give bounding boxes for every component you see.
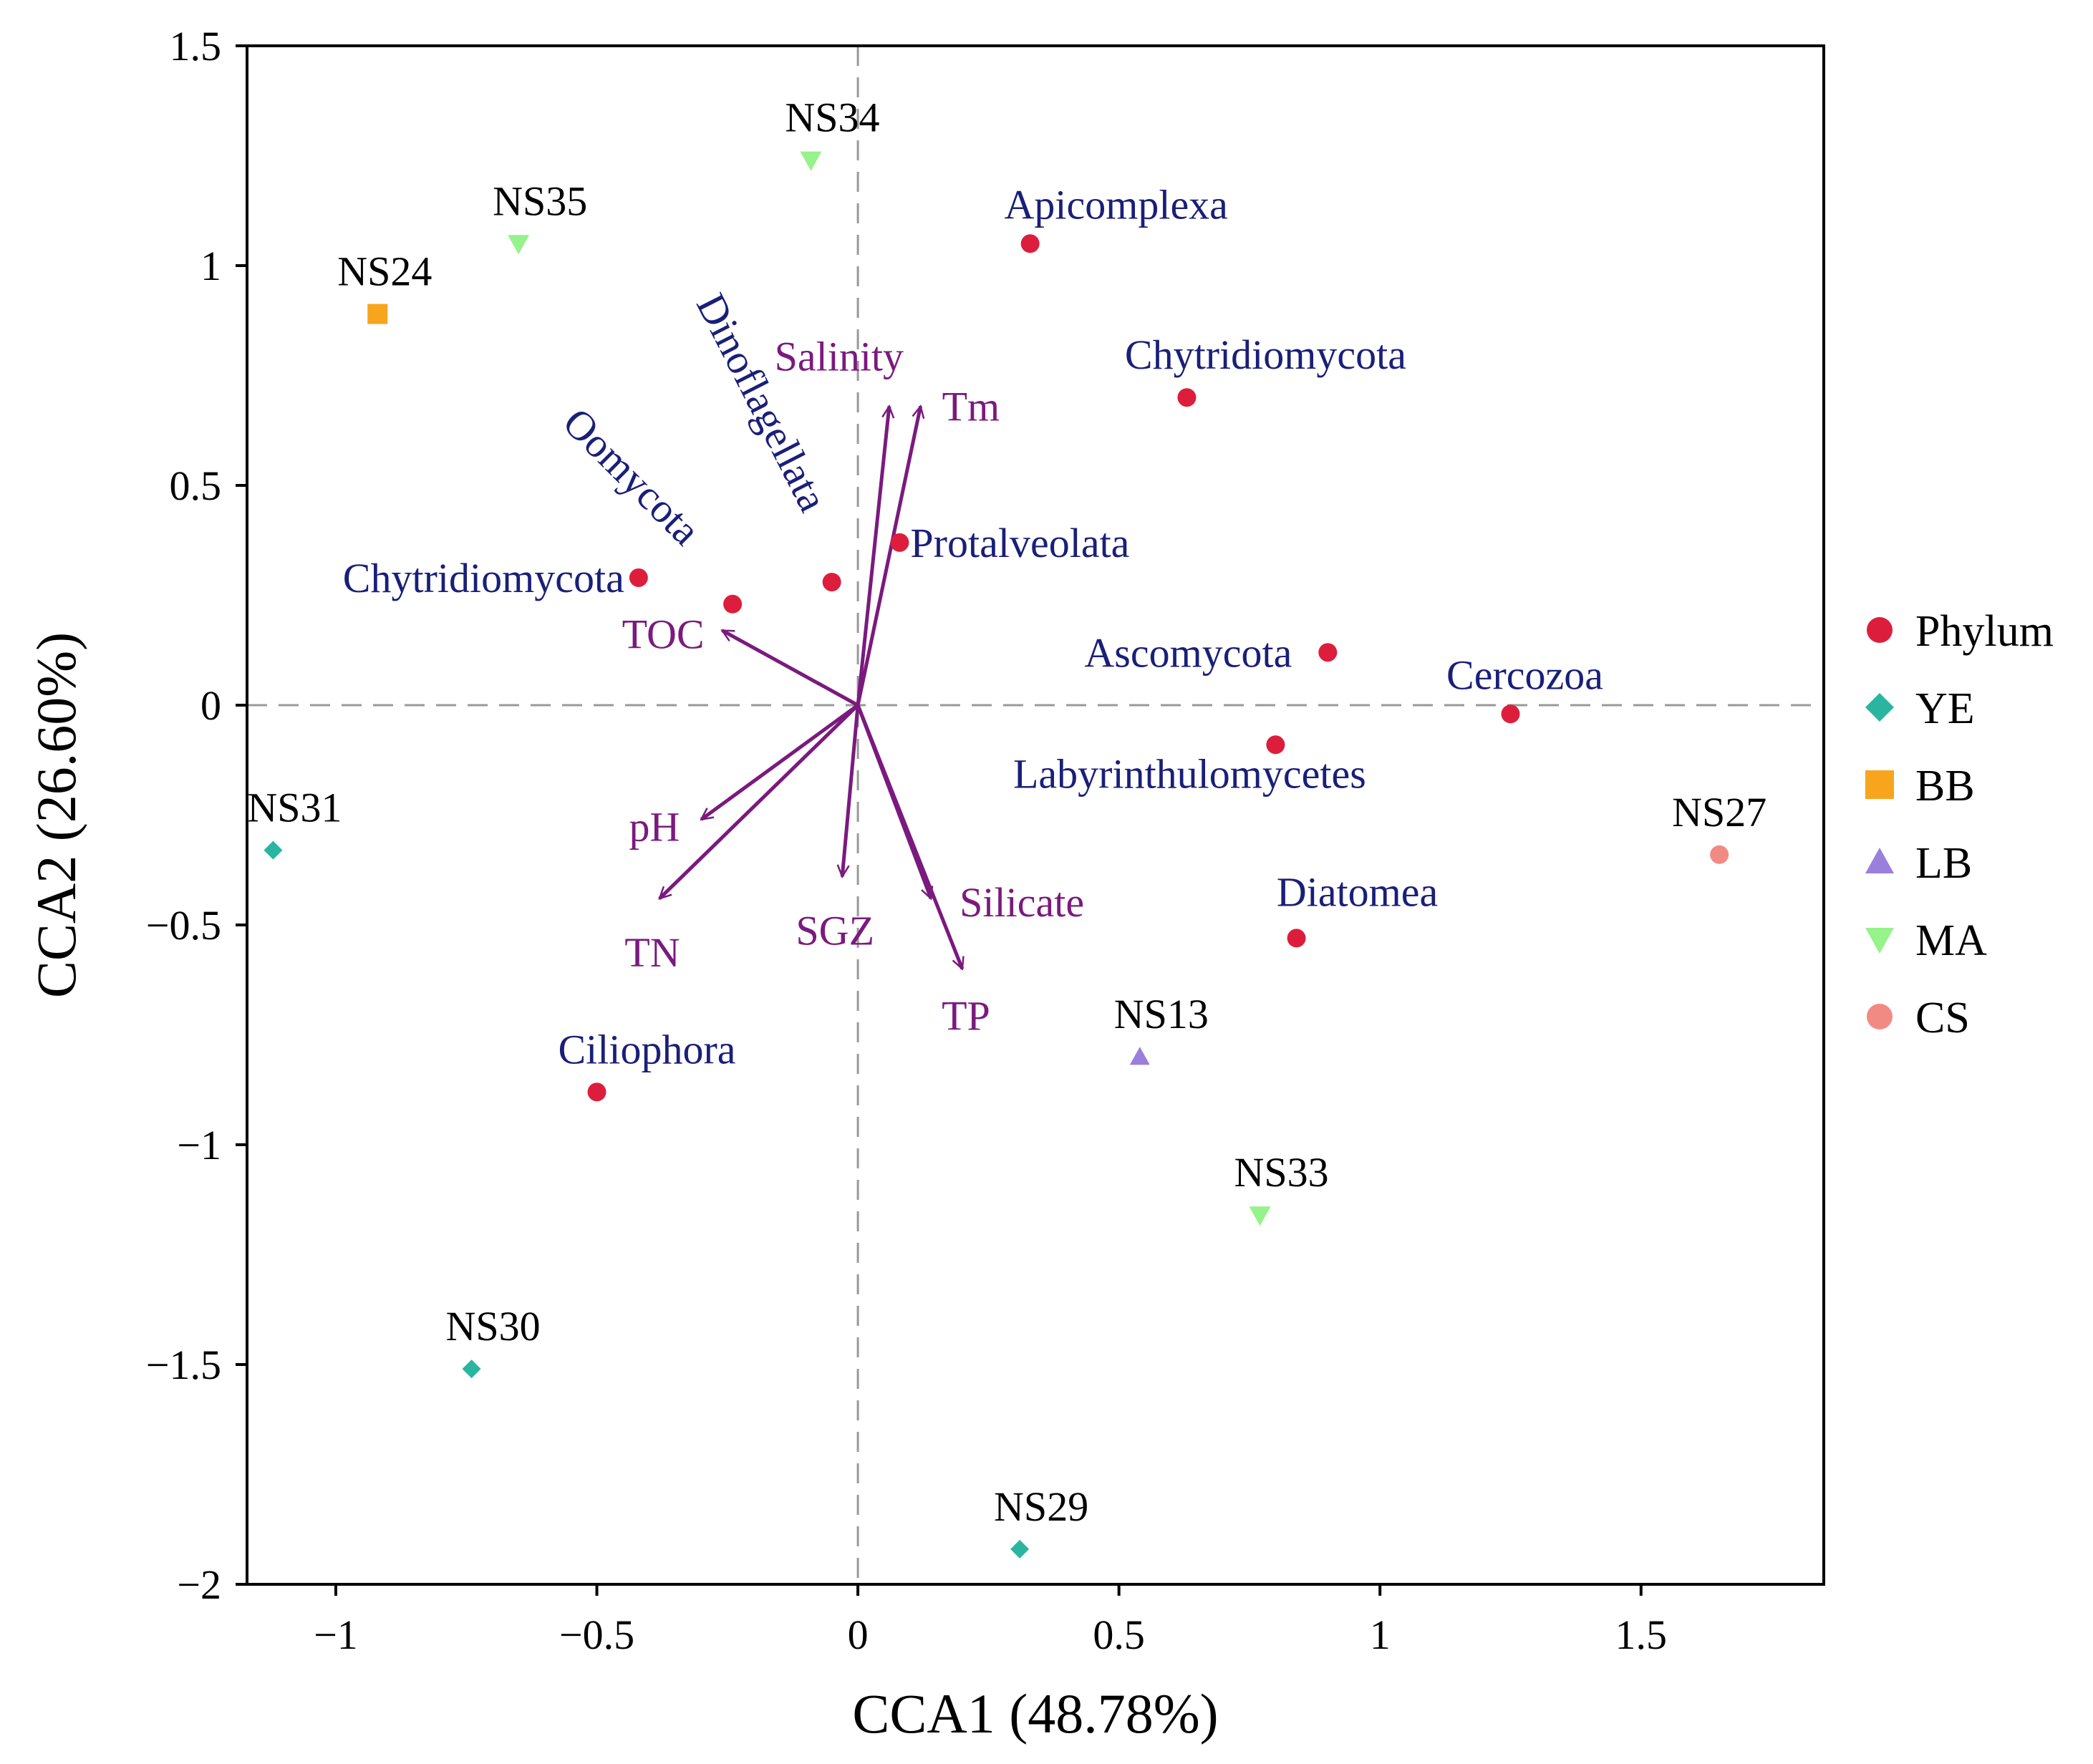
sample-label: NS29 bbox=[994, 1483, 1088, 1530]
y-tick-label: −0.5 bbox=[146, 902, 221, 949]
legend-marker bbox=[1867, 617, 1893, 643]
legend-label: CS bbox=[1915, 994, 1970, 1042]
phylum-point bbox=[890, 533, 909, 552]
sample-point bbox=[1249, 1206, 1271, 1226]
phylum-label: Diatomea bbox=[1277, 868, 1438, 915]
phylum-label: Labyrinthulomycetes bbox=[1013, 750, 1366, 797]
sample-point bbox=[1710, 845, 1729, 864]
y-tick-label: 1 bbox=[200, 243, 221, 289]
phylum-label: Chytridiomycota bbox=[1125, 331, 1406, 378]
legend-label: BB bbox=[1915, 762, 1975, 810]
point-labels: Apicomplexa Chytridiomycota Protalveolata D… bbox=[247, 94, 1766, 1530]
phylum-label: Protalveolata bbox=[910, 520, 1129, 566]
phylum-label: Dinoflagellata bbox=[687, 286, 837, 518]
legend-label: MA bbox=[1915, 916, 1987, 965]
y-tick-label: −2 bbox=[177, 1561, 221, 1608]
sample-point bbox=[1010, 1539, 1030, 1559]
x-tick-label: 1.5 bbox=[1615, 1612, 1668, 1658]
vector-tn bbox=[659, 704, 859, 898]
phylum-point bbox=[1266, 735, 1285, 755]
phylum-point bbox=[1177, 388, 1197, 407]
vector-label: SGZ bbox=[796, 907, 874, 954]
phylum-point bbox=[723, 594, 743, 614]
phylum-label: Apicomplexa bbox=[1004, 181, 1227, 228]
phylum-label: Oomycota bbox=[554, 399, 710, 554]
sample-point bbox=[508, 235, 530, 255]
sample-point bbox=[367, 304, 388, 324]
phylum-point bbox=[1287, 929, 1306, 948]
legend: Phylum YE BB LB MA CS bbox=[1865, 607, 2054, 1042]
x-tick-label: 0 bbox=[848, 1612, 869, 1658]
sample-label: NS24 bbox=[337, 248, 432, 295]
sample-label: NS30 bbox=[445, 1303, 540, 1349]
phylum-point bbox=[822, 573, 841, 592]
sample-label: NS35 bbox=[493, 178, 587, 224]
axis-ticks: −1 −0.5 0 0.5 1 1.5 1.5 1 0.5 0 −0.5 −1 −1.5 −2 bbox=[146, 23, 1667, 1658]
vector-sgz bbox=[842, 704, 860, 876]
vector-label: Silicate bbox=[960, 879, 1084, 926]
vector-toc bbox=[722, 629, 859, 707]
x-axis-title: CCA1 (48.78%) bbox=[852, 1682, 1218, 1745]
sample-point bbox=[264, 840, 283, 860]
phylum-label: Ciliophora bbox=[558, 1026, 735, 1072]
phylum-label: Cercozoa bbox=[1446, 651, 1603, 698]
legend-marker bbox=[1865, 770, 1894, 799]
vector-label: TP bbox=[942, 992, 990, 1039]
data-points bbox=[264, 151, 1729, 1559]
environment-vectors: Salinity Tm TOC pH TN SGZ Silicate TP bbox=[622, 333, 1085, 1039]
y-axis-title: CCA2 (26.60%) bbox=[25, 632, 87, 998]
vector-salinity bbox=[856, 406, 889, 706]
vector-label: TOC bbox=[622, 611, 705, 658]
y-tick-label: 1.5 bbox=[170, 23, 222, 69]
sample-point bbox=[800, 151, 822, 171]
vector-label: pH bbox=[629, 804, 680, 850]
legend-marker bbox=[1867, 1004, 1893, 1029]
vector-tp bbox=[856, 704, 962, 969]
sample-label: NS34 bbox=[785, 94, 879, 141]
vector-label: Salinity bbox=[775, 333, 904, 379]
x-tick-label: −1 bbox=[314, 1612, 358, 1658]
sample-label: NS13 bbox=[1114, 991, 1209, 1037]
vector-label: TN bbox=[624, 929, 680, 976]
sample-label: NS27 bbox=[1672, 789, 1766, 835]
phylum-point bbox=[1318, 643, 1338, 662]
phylum-label: Chytridiomycota bbox=[343, 555, 624, 601]
sample-label: NS31 bbox=[247, 785, 342, 831]
phylum-point bbox=[1020, 234, 1040, 253]
y-tick-label: 0.5 bbox=[170, 462, 222, 509]
plot-frame bbox=[246, 44, 1825, 1586]
y-tick-label: 0 bbox=[200, 682, 221, 729]
x-tick-label: 0.5 bbox=[1093, 1612, 1145, 1658]
legend-label: YE bbox=[1915, 684, 1975, 733]
sample-point bbox=[1129, 1047, 1150, 1065]
x-tick-label: −0.5 bbox=[559, 1612, 634, 1658]
legend-label: LB bbox=[1915, 839, 1972, 888]
vector-ph bbox=[701, 703, 859, 821]
sample-point bbox=[462, 1360, 481, 1379]
y-tick-label: −1.5 bbox=[146, 1342, 221, 1388]
phylum-point bbox=[587, 1082, 606, 1102]
sample-label: NS33 bbox=[1234, 1149, 1328, 1196]
phylum-point bbox=[629, 568, 648, 587]
vector-tm bbox=[856, 406, 920, 706]
y-tick-label: −1 bbox=[177, 1122, 221, 1168]
legend-label: Phylum bbox=[1915, 607, 2054, 656]
phylum-point bbox=[1501, 704, 1520, 724]
legend-marker bbox=[1865, 848, 1894, 873]
legend-marker bbox=[1865, 928, 1894, 954]
x-tick-label: 1 bbox=[1370, 1612, 1391, 1658]
vector-label: Tm bbox=[942, 383, 1000, 430]
phylum-label: Ascomycota bbox=[1084, 629, 1292, 676]
legend-marker bbox=[1865, 693, 1894, 722]
zero-reference-lines bbox=[247, 46, 1824, 1584]
